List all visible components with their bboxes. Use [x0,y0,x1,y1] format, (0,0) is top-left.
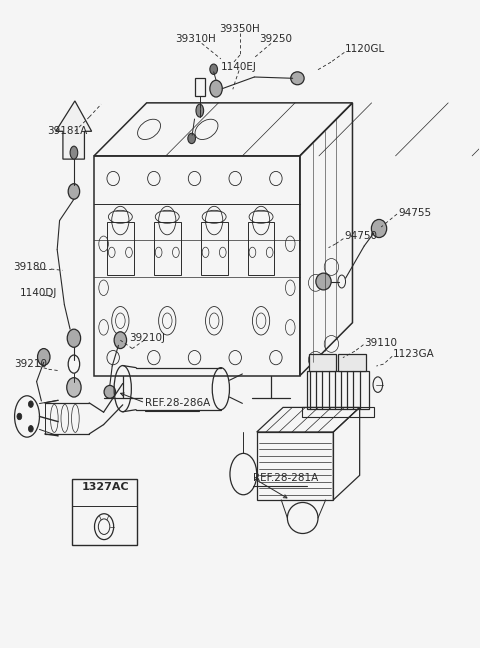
Text: 39210J: 39210J [129,333,165,343]
Bar [302,407,374,417]
Bar [72,479,137,545]
Text: 1140DJ: 1140DJ [20,288,57,298]
Ellipse shape [37,349,50,365]
Text: 39350H: 39350H [220,24,260,34]
Bar [307,371,369,410]
Ellipse shape [68,183,80,199]
Text: 94755: 94755 [398,208,431,218]
Ellipse shape [210,80,222,97]
Text: 39180: 39180 [12,262,46,272]
Bar [248,222,275,275]
Ellipse shape [372,220,387,238]
Ellipse shape [28,426,33,432]
Text: 39250: 39250 [259,34,292,45]
Text: 1123GA: 1123GA [393,349,435,360]
Text: REF.28-286A: REF.28-286A [145,398,211,408]
Ellipse shape [67,378,81,397]
Ellipse shape [196,104,204,117]
Polygon shape [56,101,92,159]
Ellipse shape [67,329,81,347]
Bar [201,222,228,275]
Bar [154,222,180,275]
Text: 39181A: 39181A [48,126,88,136]
Text: REF.28-281A: REF.28-281A [253,473,318,483]
Bar [310,354,336,371]
Ellipse shape [104,386,116,399]
Text: 39110: 39110 [364,338,397,349]
Text: 94750: 94750 [344,231,377,241]
Ellipse shape [28,401,33,408]
Ellipse shape [291,72,304,85]
Ellipse shape [210,64,217,75]
Text: 1140EJ: 1140EJ [221,62,257,72]
Text: 1120GL: 1120GL [345,44,385,54]
Ellipse shape [70,146,78,159]
Bar [107,222,134,275]
Ellipse shape [188,133,195,144]
Bar [194,78,205,97]
Bar [338,354,366,371]
Text: 39310H: 39310H [176,34,216,45]
Text: 39210: 39210 [14,359,47,369]
Ellipse shape [316,273,331,290]
Ellipse shape [114,332,127,349]
Ellipse shape [17,413,22,420]
Text: 1327AC: 1327AC [81,482,129,492]
